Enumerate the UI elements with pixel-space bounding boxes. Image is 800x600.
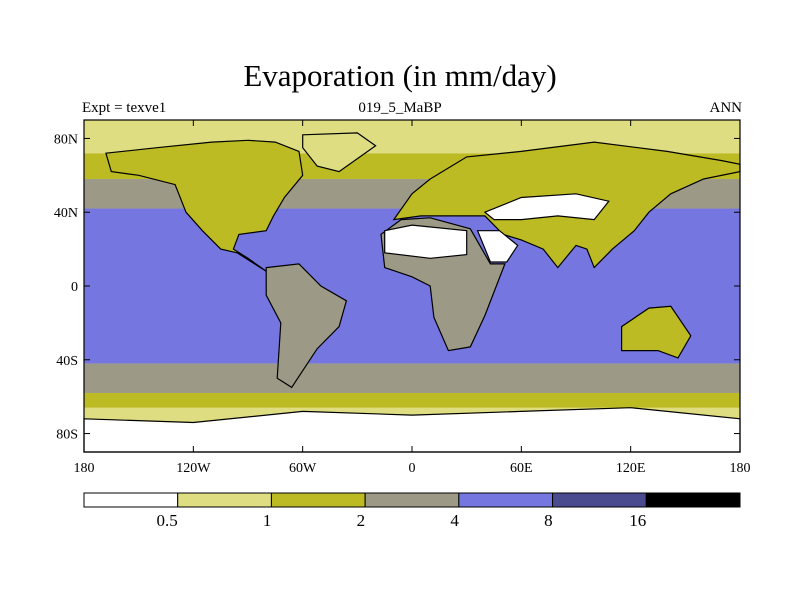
colorbar: 0.5 1 2 4 8 16 xyxy=(83,492,741,530)
colorbar-swatch-6 xyxy=(645,492,741,508)
colorbar-label-1: 1 xyxy=(263,511,272,530)
land-region-greenland xyxy=(302,132,377,173)
x-tick-label-0: 180 xyxy=(74,461,95,476)
season-label: ANN xyxy=(709,100,743,116)
y-tick-label-3: 40S xyxy=(56,354,78,369)
colorbar-swatch-1 xyxy=(177,492,272,508)
x-tick-label-5: 120E xyxy=(616,461,646,476)
colorbar-label-5: 16 xyxy=(629,511,646,530)
colorbar-label-2: 2 xyxy=(357,511,366,530)
evaporation-band-2 xyxy=(84,392,740,408)
y-tick-label-2: 0 xyxy=(71,280,78,295)
experiment-label: Expt = texve1 xyxy=(82,100,167,116)
x-tick-label-2: 60W xyxy=(289,461,317,476)
map-axes: 180 120W 60W 0 60E 120E 180 80N 40N 0 40S 80S xyxy=(54,120,751,476)
colorbar-swatch-3 xyxy=(364,492,460,508)
y-tick-label-1: 40N xyxy=(54,206,78,221)
colorbar-swatch-5 xyxy=(552,492,647,508)
period-label: 019_5_MaBP xyxy=(358,100,442,116)
x-tick-label-3: 0 xyxy=(409,461,416,476)
map-plot-area xyxy=(83,119,741,453)
land-region-arabia xyxy=(476,230,519,263)
land-region-north-america xyxy=(105,139,304,272)
x-tick-label-1: 120W xyxy=(176,461,211,476)
y-tick-label-0: 80N xyxy=(54,132,78,147)
evaporation-band-3 xyxy=(84,363,740,393)
colorbar-swatch-4 xyxy=(458,492,554,508)
colorbar-label-0: 0.5 xyxy=(156,511,177,530)
land-region-australia xyxy=(620,305,692,359)
land-region-asian-interior-desert xyxy=(483,193,610,221)
colorbar-label-4: 8 xyxy=(544,511,553,530)
colorbar-label-3: 4 xyxy=(450,511,459,530)
x-tick-label-4: 60E xyxy=(510,461,533,476)
colorbar-swatch-0 xyxy=(83,492,179,508)
colorbar-swatch-2 xyxy=(270,492,366,508)
land-region-south-america xyxy=(265,263,348,389)
land-region-sahara xyxy=(384,224,468,259)
y-tick-label-4: 80S xyxy=(56,428,78,443)
chart-title: Evaporation (in mm/day) xyxy=(243,58,557,93)
x-tick-label-6: 180 xyxy=(730,461,751,476)
